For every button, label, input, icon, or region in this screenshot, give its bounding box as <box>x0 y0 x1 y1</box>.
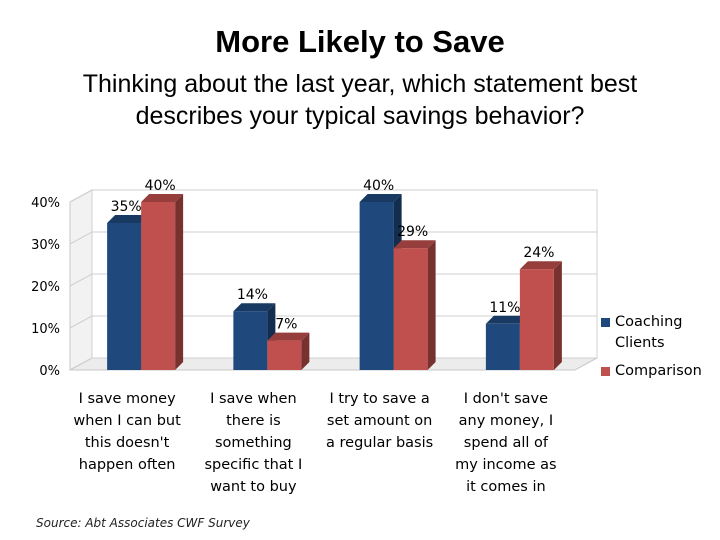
bar <box>267 340 302 370</box>
x-category-label: my income as <box>455 457 556 473</box>
gridline <box>69 189 597 203</box>
gridline <box>69 231 597 245</box>
data-label: 24% <box>523 245 554 261</box>
x-category-label: specific that I <box>205 457 303 473</box>
page-title: More Likely to Save <box>215 24 505 59</box>
x-category-label: any money, I <box>459 413 553 429</box>
x-category-label: I don't save <box>464 391 548 407</box>
x-category-label: spend all of <box>464 435 549 451</box>
y-tick-label: 10% <box>31 322 60 337</box>
y-tick-label: 20% <box>31 280 60 295</box>
bar <box>393 248 428 370</box>
bar-top <box>485 315 528 324</box>
bar <box>485 323 520 370</box>
data-labels: 35%40%14%7%40%29%11%24% <box>111 178 555 333</box>
x-category-label: something <box>215 435 292 451</box>
bar-side <box>553 261 562 370</box>
data-label: 35% <box>111 199 142 215</box>
data-label: 14% <box>237 287 268 303</box>
x-category-label: want to buy <box>210 479 297 495</box>
data-label: 11% <box>489 300 520 316</box>
bar-side <box>175 194 184 370</box>
data-label: 29% <box>397 224 428 240</box>
x-category-label: I save when <box>210 391 297 407</box>
x-category-label: happen often <box>79 457 176 473</box>
bar <box>359 202 394 370</box>
x-category-label: I save money <box>79 391 177 407</box>
data-label: 40% <box>363 178 394 194</box>
bar-top <box>107 215 150 223</box>
y-tick-label: 0% <box>39 364 60 379</box>
bar <box>141 202 176 370</box>
x-category-label: this doesn't <box>85 435 170 451</box>
y-tick-label: 40% <box>31 196 60 211</box>
bar-top <box>393 240 436 249</box>
legend-label: Coaching <box>615 314 682 330</box>
x-category-label: there is <box>226 413 281 429</box>
bar-top <box>519 261 562 270</box>
y-axis-ticks: 0% 10% 20% 30% 40% <box>31 196 60 379</box>
bar-top <box>359 194 402 202</box>
x-category-label: I try to save a <box>329 391 429 407</box>
data-label: 7% <box>275 317 297 333</box>
x-category-label: when I can but <box>73 413 181 429</box>
bar-top <box>141 194 184 202</box>
x-axis-categories: I save money when I can but this doesn't ha… <box>73 391 556 495</box>
bar-side <box>427 240 436 370</box>
bar-top <box>267 332 310 341</box>
page-subtitle: Thinking about the last year, which stat… <box>82 70 638 130</box>
bar-top <box>233 303 276 312</box>
bar-side <box>301 332 310 370</box>
chart-legend: Coaching Clients Comparison <box>601 314 702 379</box>
x-category-label: it comes in <box>466 479 546 495</box>
bar <box>233 311 268 370</box>
chart-bars <box>107 194 562 370</box>
bar <box>107 223 142 370</box>
legend-swatch <box>601 318 610 327</box>
x-category-label: set amount on <box>327 413 432 429</box>
legend-swatch <box>601 367 610 376</box>
source-note: Source: Abt Associates CWF Survey <box>36 516 250 530</box>
legend-label: Comparison <box>615 363 702 379</box>
y-tick-label: 30% <box>31 238 60 253</box>
data-label: 40% <box>145 178 176 194</box>
bar <box>519 269 554 370</box>
x-category-label: a regular basis <box>326 435 433 451</box>
legend-label: Clients <box>615 335 665 351</box>
